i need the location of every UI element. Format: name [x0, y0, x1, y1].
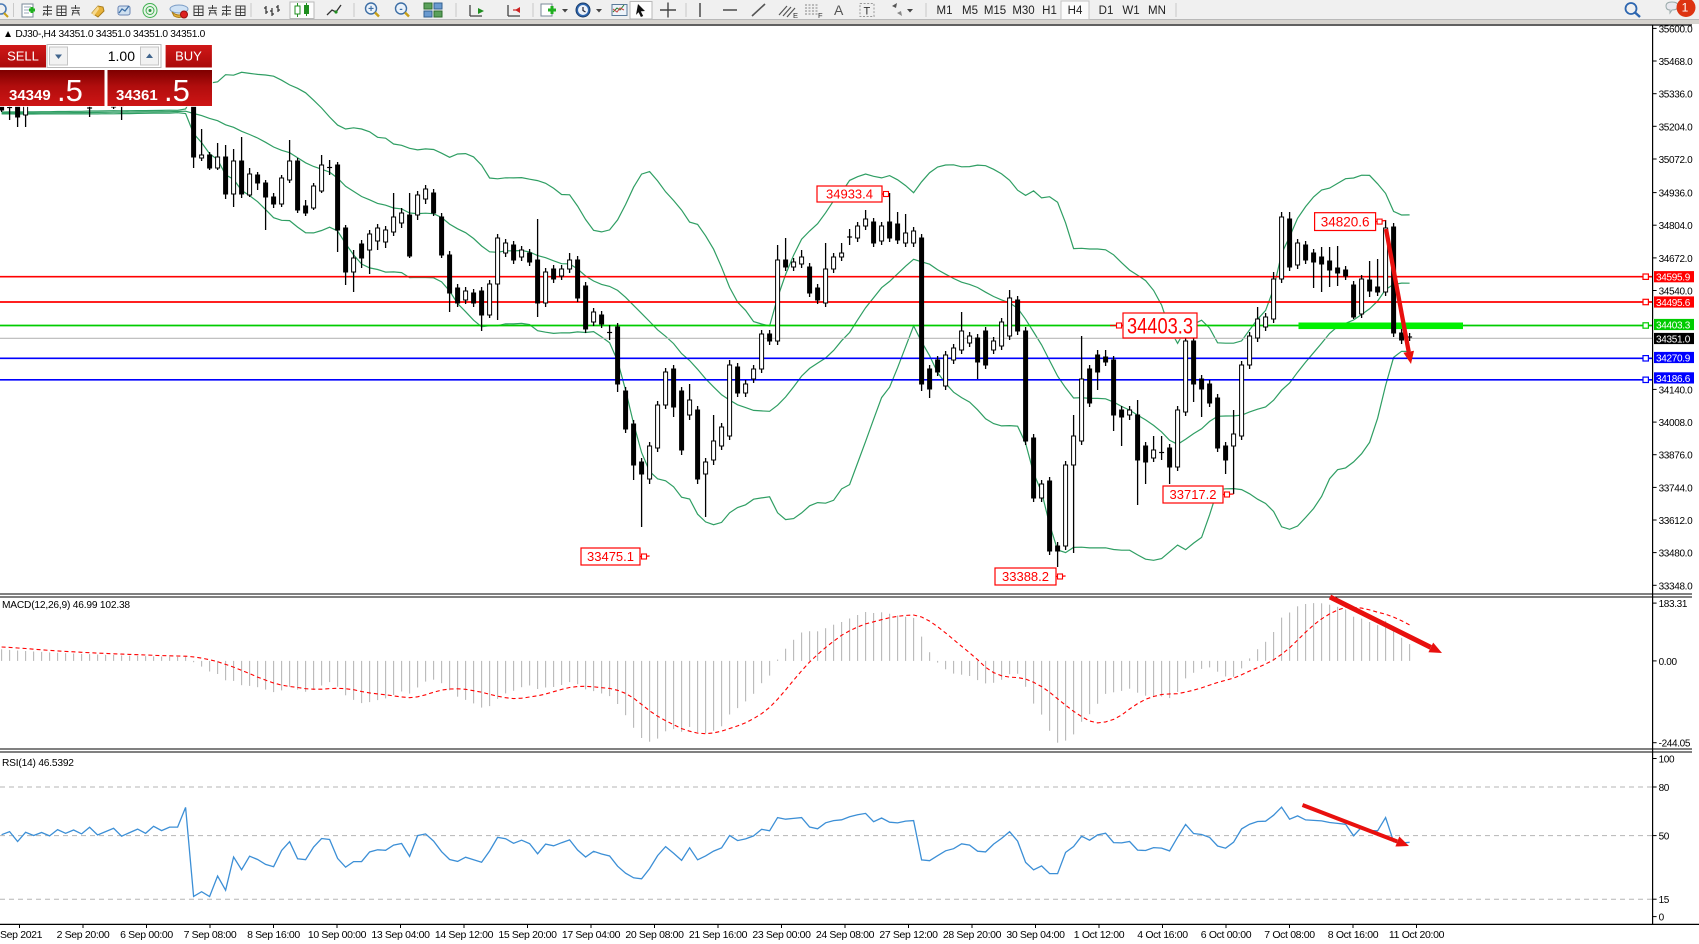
svg-text:1 Oct 12:00: 1 Oct 12:00 [1074, 929, 1125, 941]
svg-text:35204.0: 35204.0 [1659, 122, 1693, 133]
svg-text:MACD(12,26,9) 46.99 102.38: MACD(12,26,9) 46.99 102.38 [2, 600, 130, 611]
svg-text:34936.0: 34936.0 [1659, 189, 1693, 200]
svg-text:34403.3: 34403.3 [1656, 320, 1691, 331]
svg-text:▲ DJ30-,H4 34351.0 34351.0 34: ▲ DJ30-,H4 34351.0 34351.0 34351.0 34351… [3, 29, 206, 40]
svg-text:20 Sep 08:00: 20 Sep 08:00 [625, 929, 684, 941]
svg-text:33612.0: 33612.0 [1659, 516, 1693, 527]
svg-text:.5: .5 [57, 73, 83, 108]
svg-text:24 Sep 08:00: 24 Sep 08:00 [816, 929, 875, 941]
svg-text:35600.0: 35600.0 [1659, 24, 1693, 35]
svg-text:34186.6: 34186.6 [1656, 374, 1691, 385]
svg-text:34349: 34349 [9, 87, 51, 104]
svg-text:M1: M1 [937, 5, 953, 17]
svg-text:1: 1 [1682, 1, 1689, 15]
svg-text:M15: M15 [984, 5, 1006, 17]
svg-text:34008.0: 34008.0 [1659, 418, 1693, 429]
svg-text:34351.0: 34351.0 [1656, 334, 1691, 345]
svg-text:21 Sep 16:00: 21 Sep 16:00 [689, 929, 748, 941]
svg-text:H1: H1 [1042, 5, 1057, 17]
svg-text:M5: M5 [962, 5, 978, 17]
svg-text:11 Oct 20:00: 11 Oct 20:00 [1389, 929, 1445, 941]
svg-text:E: E [793, 11, 798, 20]
svg-text:8 Oct 16:00: 8 Oct 16:00 [1328, 929, 1379, 941]
svg-text:+: + [368, 4, 374, 15]
svg-text:34804.0: 34804.0 [1659, 221, 1693, 232]
svg-text:33744.0: 33744.0 [1659, 483, 1693, 494]
svg-text:10 Sep 00:00: 10 Sep 00:00 [308, 929, 367, 941]
svg-text:33876.0: 33876.0 [1659, 451, 1693, 462]
svg-text:34540.0: 34540.0 [1659, 287, 1693, 298]
svg-text:T: T [864, 6, 871, 18]
svg-text:34361: 34361 [116, 87, 158, 104]
svg-text:30 Sep 04:00: 30 Sep 04:00 [1006, 929, 1065, 941]
svg-text:33480.0: 33480.0 [1659, 549, 1693, 560]
svg-text:35336.0: 35336.0 [1659, 90, 1693, 101]
svg-text:2 Sep 20:00: 2 Sep 20:00 [57, 929, 110, 941]
svg-text:4 Oct 16:00: 4 Oct 16:00 [1137, 929, 1188, 941]
svg-text:100: 100 [1659, 755, 1675, 766]
svg-text:33388.2: 33388.2 [1002, 569, 1049, 584]
svg-text:1.00: 1.00 [108, 48, 135, 64]
svg-text:RSI(14) 46.5392: RSI(14) 46.5392 [2, 758, 74, 769]
svg-text:34820.6: 34820.6 [1321, 215, 1370, 230]
svg-text:Sep 2021: Sep 2021 [0, 929, 43, 941]
svg-text:6 Sep 00:00: 6 Sep 00:00 [120, 929, 173, 941]
svg-text:17 Sep 04:00: 17 Sep 04:00 [562, 929, 621, 941]
svg-text:-: - [399, 4, 402, 15]
svg-text:50: 50 [1659, 832, 1670, 843]
svg-text:35468.0: 35468.0 [1659, 57, 1693, 68]
svg-text:34270.9: 34270.9 [1656, 353, 1691, 364]
svg-text:183.31: 183.31 [1659, 599, 1688, 610]
svg-text:.5: .5 [164, 73, 190, 108]
svg-text:34403.3: 34403.3 [1127, 313, 1193, 338]
svg-text:7 Sep 08:00: 7 Sep 08:00 [184, 929, 237, 941]
svg-text:34672.0: 34672.0 [1659, 254, 1693, 265]
svg-text:33475.1: 33475.1 [587, 549, 634, 564]
svg-text:MN: MN [1148, 5, 1166, 17]
svg-text:H4: H4 [1068, 5, 1083, 17]
svg-text:W1: W1 [1122, 5, 1139, 17]
svg-text:28 Sep 20:00: 28 Sep 20:00 [943, 929, 1002, 941]
svg-text:13 Sep 04:00: 13 Sep 04:00 [371, 929, 430, 941]
svg-text:D1: D1 [1099, 5, 1114, 17]
svg-text:A: A [834, 2, 844, 18]
svg-text:7 Oct 08:00: 7 Oct 08:00 [1264, 929, 1315, 941]
svg-text:0.00: 0.00 [1659, 657, 1678, 668]
svg-text:15: 15 [1659, 895, 1670, 906]
svg-text:34495.6: 34495.6 [1656, 298, 1691, 309]
svg-text:34595.9: 34595.9 [1656, 273, 1691, 284]
svg-text:34933.4: 34933.4 [826, 187, 873, 202]
svg-text:0: 0 [1659, 913, 1665, 924]
svg-text:SELL: SELL [7, 49, 39, 64]
svg-text:80: 80 [1659, 783, 1670, 794]
svg-text:23 Sep 00:00: 23 Sep 00:00 [752, 929, 811, 941]
svg-text:15 Sep 20:00: 15 Sep 20:00 [498, 929, 557, 941]
svg-text:33717.2: 33717.2 [1170, 487, 1217, 502]
svg-text:35072.0: 35072.0 [1659, 155, 1693, 166]
svg-text:34140.0: 34140.0 [1659, 385, 1693, 396]
svg-text:27 Sep 12:00: 27 Sep 12:00 [879, 929, 938, 941]
svg-text:33348.0: 33348.0 [1659, 581, 1693, 592]
svg-text:6 Oct 00:00: 6 Oct 00:00 [1201, 929, 1252, 941]
svg-text:BUY: BUY [175, 49, 202, 64]
svg-text:M30: M30 [1012, 5, 1034, 17]
svg-text:14 Sep 12:00: 14 Sep 12:00 [435, 929, 494, 941]
svg-text:F: F [818, 11, 823, 20]
svg-text:-244.05: -244.05 [1659, 739, 1691, 750]
svg-text:8 Sep 16:00: 8 Sep 16:00 [247, 929, 300, 941]
